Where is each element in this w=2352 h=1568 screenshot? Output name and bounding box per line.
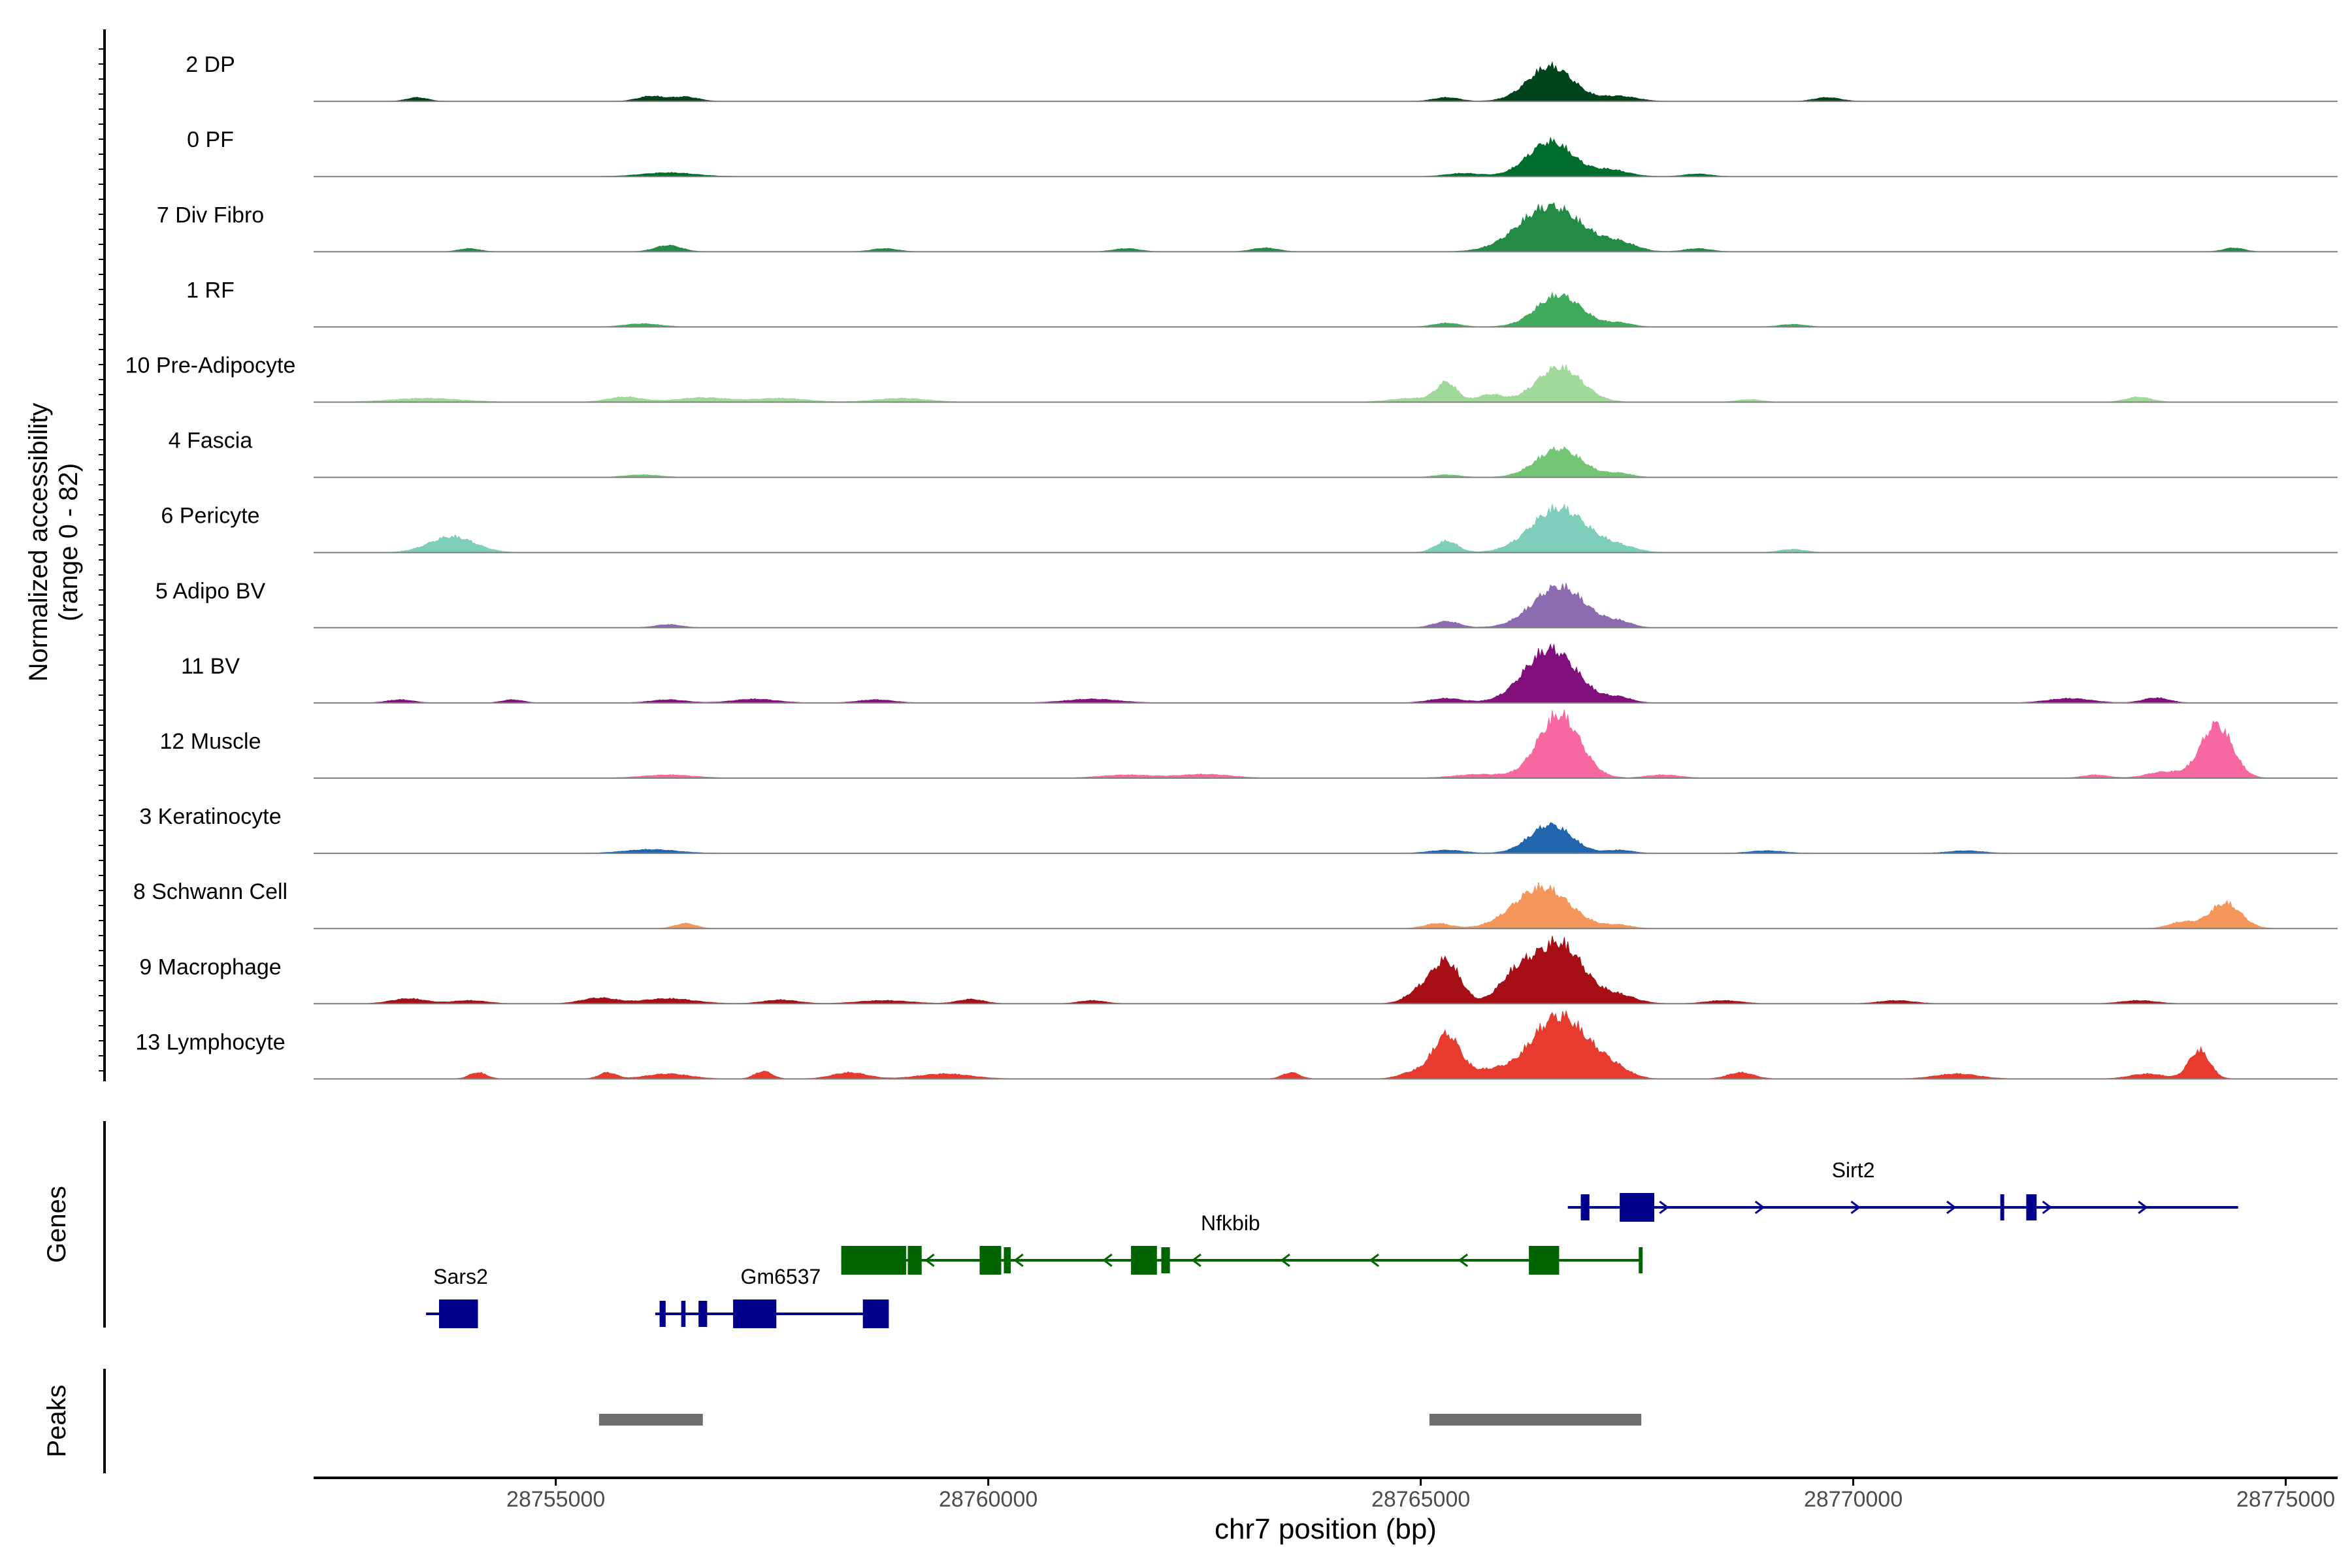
track-3-keratinocyte: 3 Keratinocyte — [139, 804, 2338, 855]
x-tick-label: 28770000 — [1804, 1487, 1903, 1512]
track-label: 4 Fascia — [169, 429, 253, 453]
strand-arrow — [1754, 1200, 1765, 1215]
track-6-pericyte: 6 Pericyte — [161, 504, 2338, 553]
coverage-area — [314, 446, 2338, 478]
exon — [907, 1246, 922, 1275]
exon — [1620, 1193, 1655, 1222]
y-axis-range-label: (range 0 - 82) — [54, 463, 83, 621]
x-tick-label: 28760000 — [939, 1487, 1037, 1512]
x-tick-label: 28775000 — [2236, 1487, 2335, 1512]
strand-arrow — [1850, 1200, 1861, 1215]
exon — [698, 1301, 708, 1327]
exon — [2000, 1194, 2004, 1220]
x-tick-label: 28765000 — [1371, 1487, 1470, 1512]
exon — [1529, 1246, 1560, 1275]
track-2-dp: 2 DP — [186, 52, 2338, 103]
track-label: 10 Pre-Adipocyte — [125, 353, 296, 378]
gene-label: Sirt2 — [1832, 1158, 1875, 1182]
gene-gm6537: Gm6537 — [655, 1265, 889, 1328]
track-10-pre-adipocyte: 10 Pre-Adipocyte — [125, 353, 2338, 403]
coverage-area — [314, 822, 2338, 854]
x-axis-label: chr7 position (bp) — [1215, 1513, 1437, 1545]
exon — [681, 1301, 686, 1327]
coverage-area — [314, 1009, 2338, 1079]
exon — [1639, 1247, 1643, 1273]
coverage-area — [314, 363, 2338, 402]
track-label: 6 Pericyte — [161, 504, 259, 529]
track-label: 11 BV — [181, 654, 240, 679]
track-label: 8 Schwann Cell — [133, 879, 287, 904]
strand-arrow — [2042, 1200, 2053, 1215]
track-5-adipo-bv: 5 Adipo BV — [155, 579, 2338, 629]
coverage-area — [314, 583, 2338, 629]
strand-arrow — [1191, 1253, 1201, 1267]
track-8-schwann-cell: 8 Schwann Cell — [133, 879, 2338, 930]
track-label: 2 DP — [186, 52, 235, 77]
gene-label: Sars2 — [433, 1265, 488, 1288]
peak-region — [1429, 1414, 1642, 1426]
strand-arrow — [1659, 1200, 1669, 1215]
strand-arrow — [1458, 1253, 1468, 1267]
coverage-y-axis — [99, 29, 106, 1081]
coverage-area — [314, 710, 2338, 779]
gene-sars2: Sars2 — [426, 1265, 488, 1328]
coverage-area — [314, 291, 2338, 327]
exon — [1161, 1247, 1170, 1273]
gene-sirt2: Sirt2 — [1567, 1158, 2238, 1222]
genes-panel: Sars2 Gm6537 Nfkbib Sirt2 — [426, 1158, 2238, 1328]
peaks-panel — [598, 1414, 1642, 1426]
gene-label: Nfkbib — [1201, 1211, 1260, 1235]
track-9-macrophage: 9 Macrophage — [139, 936, 2338, 1005]
exon — [841, 1246, 906, 1275]
track-label: 13 Lymphocyte — [135, 1030, 285, 1054]
coverage-area — [314, 202, 2338, 252]
coverage-area — [314, 61, 2338, 102]
exon — [733, 1299, 777, 1328]
exon — [1580, 1194, 1590, 1220]
track-1-rf: 1 RF — [186, 278, 2338, 328]
track-label: 7 Div Fibro — [157, 203, 264, 227]
exon — [659, 1301, 666, 1327]
coverage-area — [314, 643, 2338, 704]
track-11-bv: 11 BV — [181, 643, 2338, 704]
track-7-div-fibro: 7 Div Fibro — [157, 202, 2338, 253]
exon — [1004, 1247, 1011, 1273]
coverage-tracks: 2 DP 0 PF 7 Div Fibro 1 RF 10 Pre-Adipocyte 4… — [125, 52, 2338, 1080]
y-axis-label: Normalized accessibility — [24, 403, 53, 682]
strand-arrow — [2138, 1200, 2148, 1215]
track-label: 9 Macrophage — [139, 955, 281, 979]
track-13-lymphocyte: 13 Lymphocyte — [135, 1009, 2338, 1080]
strand-arrow — [1369, 1253, 1379, 1267]
strand-arrow — [1013, 1253, 1024, 1267]
track-4-fascia: 4 Fascia — [169, 429, 2338, 478]
x-axis: 28755000 28760000 28765000 28770000 28775000 — [314, 1477, 2338, 1512]
track-12-muscle: 12 Muscle — [160, 710, 2338, 779]
coverage-area — [314, 136, 2338, 177]
track-0-pf: 0 PF — [187, 127, 2338, 178]
exon — [2026, 1194, 2037, 1220]
track-label: 3 Keratinocyte — [139, 804, 281, 829]
strand-arrow — [1946, 1200, 1957, 1215]
peaks-panel-title: Peaks — [42, 1384, 71, 1457]
strand-arrow — [1102, 1253, 1113, 1267]
exon — [979, 1246, 1002, 1275]
exon — [862, 1299, 889, 1328]
gene-nfkbib: Nfkbib — [841, 1211, 1643, 1275]
track-label: 5 Adipo BV — [155, 579, 266, 604]
coverage-area — [314, 882, 2338, 929]
gene-label: Gm6537 — [741, 1265, 821, 1288]
track-label: 12 Muscle — [160, 729, 261, 754]
exon — [438, 1299, 478, 1328]
coverage-area — [314, 503, 2338, 553]
track-label: 1 RF — [186, 278, 235, 302]
track-label: 0 PF — [187, 127, 234, 152]
strand-arrow — [924, 1253, 935, 1267]
peak-region — [598, 1414, 703, 1426]
coverage-area — [314, 936, 2338, 1004]
genes-panel-title: Genes — [42, 1186, 71, 1263]
exon — [1131, 1246, 1157, 1275]
strand-arrow — [1280, 1253, 1290, 1267]
x-tick-label: 28755000 — [506, 1487, 605, 1512]
